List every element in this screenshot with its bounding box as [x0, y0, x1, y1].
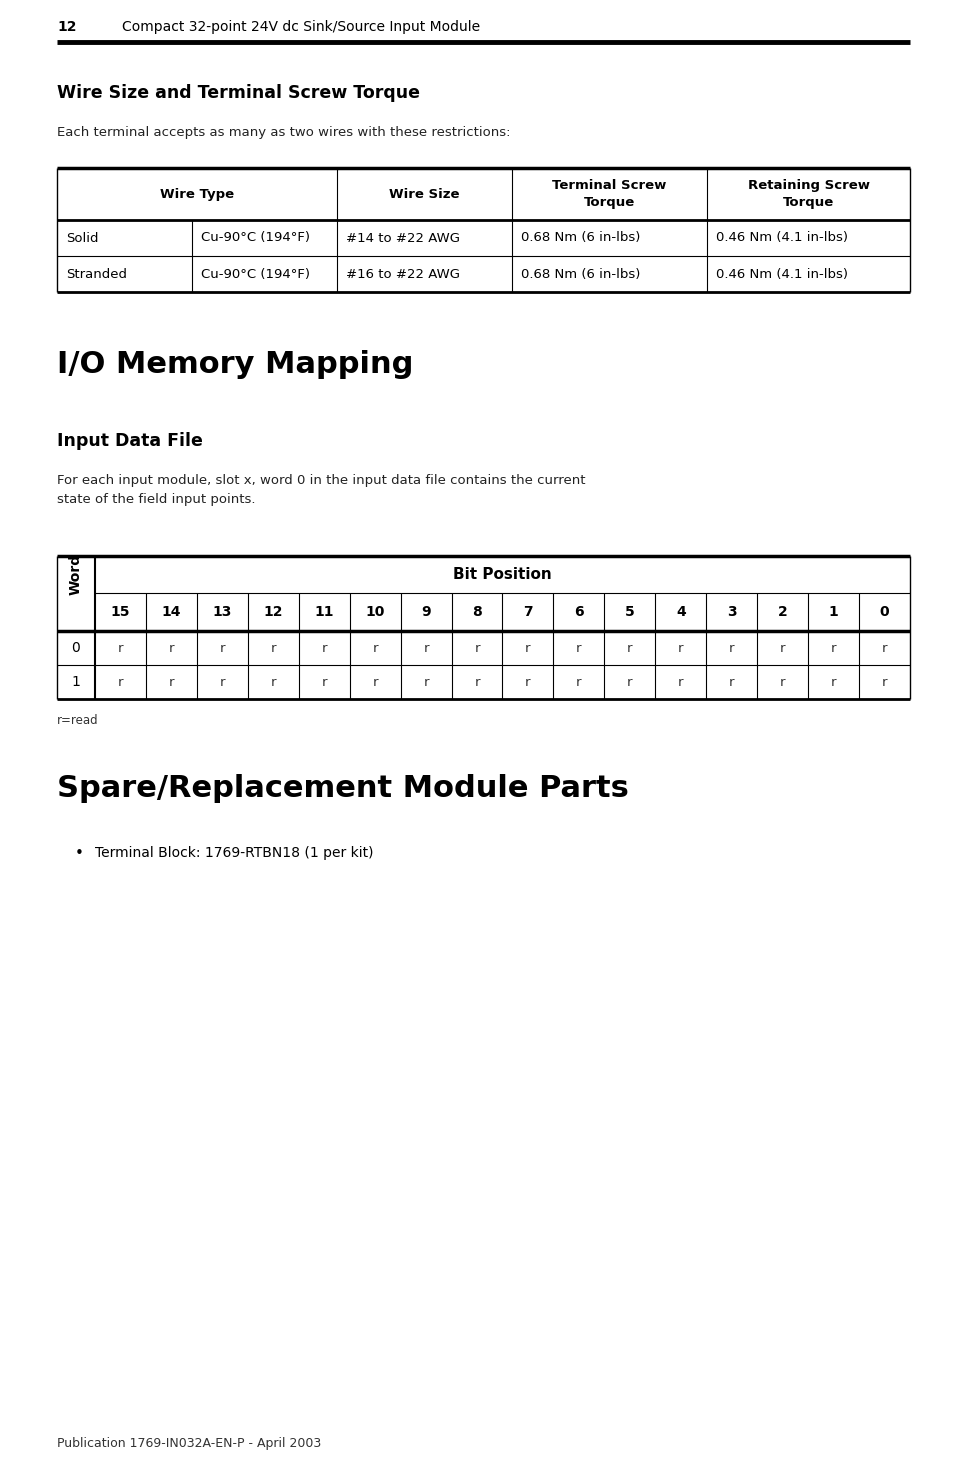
Text: r: r: [830, 676, 836, 689]
Text: 0.46 Nm (4.1 in-lbs): 0.46 Nm (4.1 in-lbs): [716, 267, 847, 280]
Text: r: r: [423, 642, 429, 655]
Text: r: r: [271, 642, 275, 655]
Text: 1: 1: [828, 605, 838, 620]
Text: 0.68 Nm (6 in-lbs): 0.68 Nm (6 in-lbs): [520, 232, 639, 245]
Text: r: r: [321, 676, 327, 689]
Text: #14 to #22 AWG: #14 to #22 AWG: [346, 232, 459, 245]
Text: r: r: [780, 642, 784, 655]
Text: 4: 4: [675, 605, 685, 620]
Text: I/O Memory Mapping: I/O Memory Mapping: [57, 350, 413, 379]
Text: 0: 0: [879, 605, 888, 620]
Text: 9: 9: [421, 605, 431, 620]
Text: r: r: [881, 642, 886, 655]
Text: r: r: [576, 642, 581, 655]
Text: 2: 2: [777, 605, 787, 620]
Text: r: r: [321, 642, 327, 655]
Text: #16 to #22 AWG: #16 to #22 AWG: [346, 267, 459, 280]
Text: 1: 1: [71, 676, 80, 689]
Text: r: r: [626, 642, 632, 655]
Text: r: r: [474, 676, 479, 689]
Text: Input Data File: Input Data File: [57, 432, 203, 450]
Text: 0.46 Nm (4.1 in-lbs): 0.46 Nm (4.1 in-lbs): [716, 232, 847, 245]
Text: Cu-90°C (194°F): Cu-90°C (194°F): [201, 232, 310, 245]
Text: r=read: r=read: [57, 714, 98, 727]
Text: Compact 32-point 24V dc Sink/Source Input Module: Compact 32-point 24V dc Sink/Source Inpu…: [122, 21, 479, 34]
Text: Wire Size and Terminal Screw Torque: Wire Size and Terminal Screw Torque: [57, 84, 419, 102]
Text: 0.68 Nm (6 in-lbs): 0.68 Nm (6 in-lbs): [520, 267, 639, 280]
Text: •: •: [75, 847, 84, 861]
Text: r: r: [423, 676, 429, 689]
Text: r: r: [271, 676, 275, 689]
Text: r: r: [881, 676, 886, 689]
Text: r: r: [830, 642, 836, 655]
Text: Retaining Screw
Torque: Retaining Screw Torque: [747, 178, 868, 209]
Text: r: r: [169, 676, 174, 689]
Text: Word: Word: [69, 555, 83, 594]
Text: r: r: [169, 642, 174, 655]
Text: r: r: [372, 676, 377, 689]
Text: r: r: [626, 676, 632, 689]
Text: 5: 5: [624, 605, 634, 620]
Text: 13: 13: [213, 605, 232, 620]
Text: r: r: [576, 676, 581, 689]
Text: Terminal Screw
Torque: Terminal Screw Torque: [552, 178, 666, 209]
Text: 6: 6: [574, 605, 583, 620]
Text: r: r: [780, 676, 784, 689]
Text: r: r: [117, 676, 123, 689]
Text: 15: 15: [111, 605, 130, 620]
Text: Stranded: Stranded: [66, 267, 127, 280]
Text: For each input module, slot x, word 0 in the input data file contains the curren: For each input module, slot x, word 0 in…: [57, 473, 585, 506]
Text: 11: 11: [314, 605, 334, 620]
Text: 12: 12: [57, 21, 76, 34]
Text: Each terminal accepts as many as two wires with these restrictions:: Each terminal accepts as many as two wir…: [57, 125, 510, 139]
Text: Wire Type: Wire Type: [160, 187, 233, 201]
Text: r: r: [372, 642, 377, 655]
Text: 14: 14: [161, 605, 181, 620]
Text: Terminal Block: 1769-RTBN18 (1 per kit): Terminal Block: 1769-RTBN18 (1 per kit): [95, 847, 374, 860]
Text: Bit Position: Bit Position: [453, 566, 551, 583]
Text: 8: 8: [472, 605, 481, 620]
Text: r: r: [219, 676, 225, 689]
Text: 12: 12: [263, 605, 283, 620]
Text: 10: 10: [365, 605, 384, 620]
Text: r: r: [678, 676, 682, 689]
Text: r: r: [678, 642, 682, 655]
Text: Cu-90°C (194°F): Cu-90°C (194°F): [201, 267, 310, 280]
Text: 0: 0: [71, 642, 80, 655]
Text: 7: 7: [522, 605, 532, 620]
Text: Wire Size: Wire Size: [389, 187, 459, 201]
Text: r: r: [219, 642, 225, 655]
Text: Publication 1769-IN032A-EN-P - April 2003: Publication 1769-IN032A-EN-P - April 200…: [57, 1437, 321, 1450]
Text: Spare/Replacement Module Parts: Spare/Replacement Module Parts: [57, 774, 628, 802]
Text: 3: 3: [726, 605, 736, 620]
Text: r: r: [728, 676, 734, 689]
Text: r: r: [474, 642, 479, 655]
Text: Solid: Solid: [66, 232, 98, 245]
Text: r: r: [525, 676, 530, 689]
Text: r: r: [525, 642, 530, 655]
Text: r: r: [117, 642, 123, 655]
Text: r: r: [728, 642, 734, 655]
